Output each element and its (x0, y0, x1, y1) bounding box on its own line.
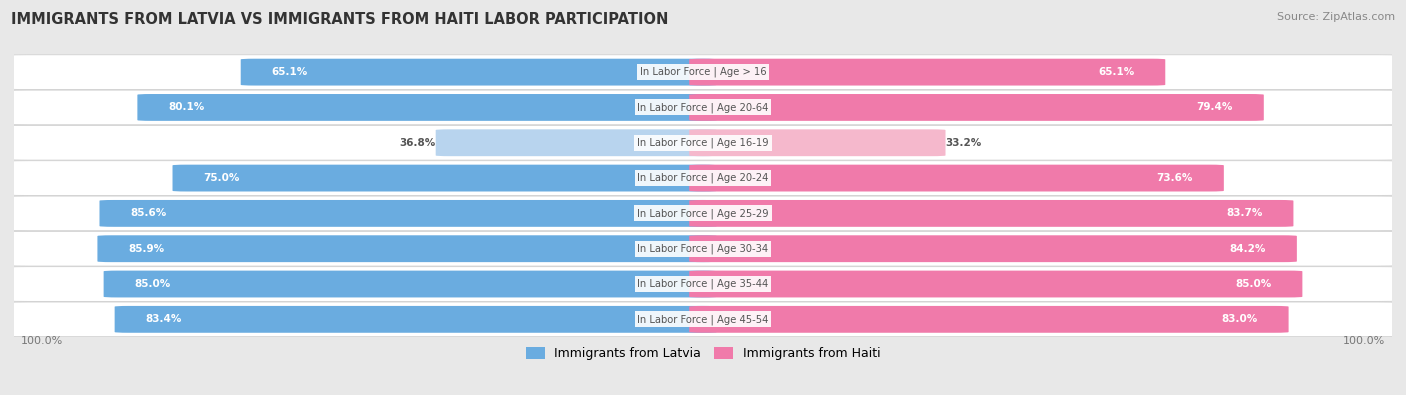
FancyBboxPatch shape (689, 59, 1166, 86)
Text: 85.0%: 85.0% (135, 279, 172, 289)
FancyBboxPatch shape (173, 165, 717, 192)
FancyBboxPatch shape (689, 306, 1289, 333)
Text: In Labor Force | Age 20-64: In Labor Force | Age 20-64 (637, 102, 769, 113)
FancyBboxPatch shape (689, 271, 1302, 297)
FancyBboxPatch shape (0, 302, 1406, 337)
FancyBboxPatch shape (0, 231, 1406, 266)
FancyBboxPatch shape (115, 306, 717, 333)
FancyBboxPatch shape (138, 94, 717, 121)
Text: 85.0%: 85.0% (1234, 279, 1271, 289)
Text: 75.0%: 75.0% (204, 173, 240, 183)
Text: 85.9%: 85.9% (128, 244, 165, 254)
Text: 73.6%: 73.6% (1157, 173, 1192, 183)
Text: IMMIGRANTS FROM LATVIA VS IMMIGRANTS FROM HAITI LABOR PARTICIPATION: IMMIGRANTS FROM LATVIA VS IMMIGRANTS FRO… (11, 12, 669, 27)
FancyBboxPatch shape (0, 55, 1406, 89)
Text: 100.0%: 100.0% (21, 336, 63, 346)
Text: In Labor Force | Age 16-19: In Labor Force | Age 16-19 (637, 137, 769, 148)
FancyBboxPatch shape (100, 200, 717, 227)
FancyBboxPatch shape (0, 267, 1406, 301)
Text: In Labor Force | Age 45-54: In Labor Force | Age 45-54 (637, 314, 769, 325)
FancyBboxPatch shape (104, 271, 717, 297)
Text: In Labor Force | Age > 16: In Labor Force | Age > 16 (640, 67, 766, 77)
Text: 84.2%: 84.2% (1229, 244, 1265, 254)
FancyBboxPatch shape (689, 165, 1223, 192)
Text: Source: ZipAtlas.com: Source: ZipAtlas.com (1277, 12, 1395, 22)
Text: 85.6%: 85.6% (131, 209, 167, 218)
FancyBboxPatch shape (436, 129, 717, 156)
FancyBboxPatch shape (0, 126, 1406, 160)
Text: 33.2%: 33.2% (945, 138, 981, 148)
Legend: Immigrants from Latvia, Immigrants from Haiti: Immigrants from Latvia, Immigrants from … (520, 342, 886, 365)
Text: In Labor Force | Age 35-44: In Labor Force | Age 35-44 (637, 279, 769, 289)
Text: 83.4%: 83.4% (146, 314, 181, 324)
Text: 100.0%: 100.0% (1343, 336, 1385, 346)
Text: 83.0%: 83.0% (1222, 314, 1257, 324)
Text: In Labor Force | Age 25-29: In Labor Force | Age 25-29 (637, 208, 769, 219)
Text: 65.1%: 65.1% (1098, 67, 1135, 77)
FancyBboxPatch shape (0, 90, 1406, 125)
Text: 36.8%: 36.8% (399, 138, 436, 148)
Text: In Labor Force | Age 20-24: In Labor Force | Age 20-24 (637, 173, 769, 183)
Text: 65.1%: 65.1% (271, 67, 308, 77)
FancyBboxPatch shape (240, 59, 717, 86)
FancyBboxPatch shape (0, 196, 1406, 231)
Text: 80.1%: 80.1% (169, 102, 205, 113)
Text: 83.7%: 83.7% (1226, 209, 1263, 218)
FancyBboxPatch shape (689, 235, 1296, 262)
FancyBboxPatch shape (689, 94, 1264, 121)
Text: 79.4%: 79.4% (1197, 102, 1233, 113)
FancyBboxPatch shape (689, 200, 1294, 227)
FancyBboxPatch shape (97, 235, 717, 262)
FancyBboxPatch shape (0, 161, 1406, 196)
FancyBboxPatch shape (689, 129, 945, 156)
Text: In Labor Force | Age 30-34: In Labor Force | Age 30-34 (637, 243, 769, 254)
